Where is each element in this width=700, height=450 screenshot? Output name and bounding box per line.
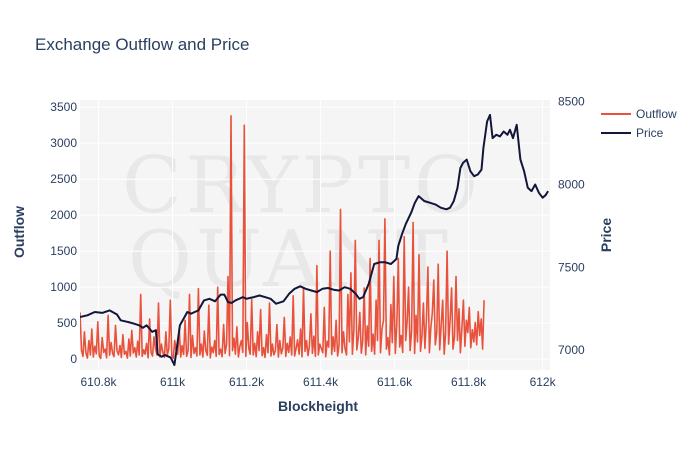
- x-axis-title: Blockheight: [278, 398, 358, 414]
- legend-item-outflow[interactable]: Outflow: [601, 107, 677, 121]
- legend-item-price[interactable]: Price: [601, 126, 664, 140]
- outflow-line: [80, 115, 485, 360]
- x-tick-label: 611.6k: [377, 375, 413, 389]
- y-right-tick-label: 8000: [558, 177, 585, 191]
- y-left-tick-label: 3500: [50, 100, 77, 114]
- legend-label-price: Price: [636, 126, 664, 140]
- y-right-tick-label: 7000: [558, 343, 585, 357]
- y-left-tick-label: 0: [70, 352, 77, 366]
- x-axis-ticks: 610.8k 611k 611.2k 611.4k 611.6k 611.8k 612k: [80, 375, 556, 389]
- chart-title: Exchange Outflow and Price: [35, 35, 250, 54]
- y-left-tick-label: 1500: [50, 244, 77, 258]
- price-line: [80, 113, 549, 366]
- x-tick-label: 611.4k: [303, 375, 339, 389]
- y-left-tick-label: 3000: [50, 136, 77, 150]
- y-right-tick-label: 8500: [558, 95, 585, 109]
- x-tick-label: 611.8k: [451, 375, 487, 389]
- x-tick-label: 611k: [160, 375, 186, 389]
- y-axis-left-title: Outflow: [11, 206, 27, 258]
- legend[interactable]: Outflow Price: [601, 107, 677, 140]
- x-tick-label: 611.2k: [229, 375, 265, 389]
- y-left-tick-label: 500: [57, 316, 77, 330]
- outflow-series: [80, 115, 485, 360]
- price-series: [80, 113, 549, 366]
- y-axis-right-title: Price: [598, 218, 614, 252]
- x-tick-label: 610.8k: [80, 375, 117, 389]
- x-tick-label: 612k: [530, 375, 557, 389]
- y-left-tick-label: 2500: [50, 172, 77, 186]
- legend-label-outflow: Outflow: [636, 107, 677, 121]
- y-axis-right-ticks: 7000 7500 8000 8500: [558, 95, 585, 357]
- y-left-tick-label: 1000: [50, 280, 77, 294]
- watermark-line-1: CRYPTO: [122, 141, 482, 231]
- y-left-tick-label: 2000: [50, 208, 77, 222]
- y-axis-left-ticks: 0 500 1000 1500 2000 2500 3000 3500: [50, 100, 77, 366]
- y-right-tick-label: 7500: [558, 260, 585, 274]
